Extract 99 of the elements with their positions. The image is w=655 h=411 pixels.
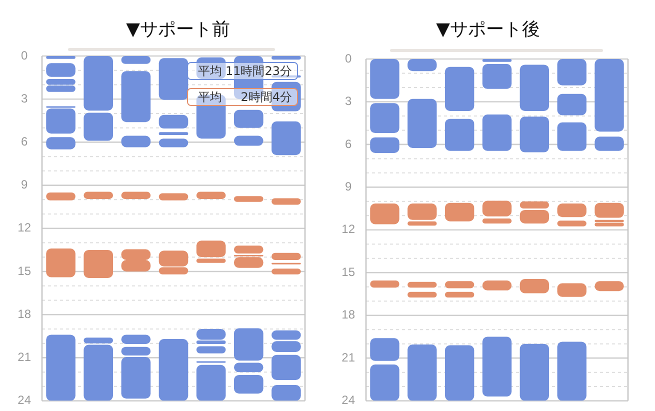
bar <box>408 59 437 72</box>
bar <box>482 218 512 224</box>
bar <box>84 250 114 278</box>
bar <box>84 56 114 111</box>
y-tick-label: 9 <box>344 179 352 194</box>
bar <box>121 136 151 148</box>
bar <box>408 344 437 401</box>
bar <box>370 364 400 401</box>
bar <box>158 114 188 129</box>
y-tick-label: 24 <box>18 393 32 408</box>
bar <box>594 136 624 151</box>
y-tick-label: 18 <box>342 308 356 322</box>
bar <box>520 64 550 111</box>
bar <box>84 192 114 199</box>
y-tick-label: 18 <box>18 306 32 321</box>
bar <box>444 292 474 298</box>
bar <box>272 56 301 60</box>
bar <box>46 334 76 401</box>
bar <box>520 344 550 401</box>
chart-title: ▼サポート後 <box>435 18 541 42</box>
bar <box>46 137 76 150</box>
bar <box>158 339 188 401</box>
bar <box>444 202 474 222</box>
bar <box>594 202 624 218</box>
bar <box>84 112 114 141</box>
bar <box>158 58 188 100</box>
bar <box>272 354 301 380</box>
bar <box>557 122 586 151</box>
bar <box>594 220 624 222</box>
y-tick-label: 24 <box>342 393 356 408</box>
bar <box>158 138 188 148</box>
bar <box>272 252 301 260</box>
bar <box>121 192 151 199</box>
bar <box>557 342 586 401</box>
y-tick-label: 0 <box>344 51 352 66</box>
y-tick-label: 9 <box>20 178 28 192</box>
bar <box>594 222 624 226</box>
bar <box>482 64 512 89</box>
bar <box>158 193 188 200</box>
bar <box>408 292 437 298</box>
bar <box>121 71 151 122</box>
y-tick-label: 21 <box>18 350 32 364</box>
bar <box>557 283 586 297</box>
bar <box>520 116 550 152</box>
bar <box>370 204 400 224</box>
y-tick-label: 3 <box>20 91 28 106</box>
bar <box>234 374 264 394</box>
bar <box>482 114 512 151</box>
bar <box>370 280 400 288</box>
y-tick-label: 12 <box>342 222 356 236</box>
bar <box>46 248 76 278</box>
bar <box>370 103 400 134</box>
y-tick-label: 6 <box>344 136 352 151</box>
bar <box>370 338 400 361</box>
bar <box>196 364 226 401</box>
bar <box>234 196 264 202</box>
bar <box>370 137 400 153</box>
bar <box>520 279 550 294</box>
bar <box>408 282 437 288</box>
bar <box>196 192 226 199</box>
bar <box>594 59 624 132</box>
bar <box>272 121 301 156</box>
bar <box>482 336 512 397</box>
bar <box>234 328 264 361</box>
bar <box>46 63 76 77</box>
bar <box>196 346 226 354</box>
bar <box>557 220 586 226</box>
bar <box>272 384 301 401</box>
y-tick-label: 15 <box>18 264 32 278</box>
bar <box>557 94 586 116</box>
text: 平均 2時間4分 <box>198 90 292 104</box>
bar <box>46 108 76 134</box>
y-tick-label: 3 <box>344 94 352 108</box>
bar <box>272 268 301 274</box>
bar <box>444 281 474 288</box>
bar <box>272 198 301 205</box>
bar <box>444 345 474 401</box>
y-tick-label: 0 <box>20 48 28 62</box>
bar <box>482 200 512 216</box>
bar <box>482 59 512 62</box>
bar <box>408 98 437 148</box>
chart-title: ▼サポート前 <box>125 18 231 42</box>
y-tick-label: 15 <box>342 264 356 279</box>
y-tick-label: 12 <box>18 220 32 235</box>
bar <box>46 192 76 200</box>
bar <box>444 118 474 151</box>
bar <box>158 132 188 136</box>
bar <box>121 56 151 64</box>
bar <box>557 204 586 218</box>
bar <box>370 59 400 99</box>
bar <box>272 82 301 112</box>
y-tick-label: 6 <box>20 134 28 149</box>
y-tick-label: 21 <box>342 350 356 364</box>
annotation: 平均 11時間23分 <box>198 62 292 80</box>
bar <box>46 56 76 59</box>
bar <box>444 66 474 111</box>
bar <box>234 246 264 254</box>
bar <box>234 110 264 128</box>
bar <box>557 59 586 86</box>
